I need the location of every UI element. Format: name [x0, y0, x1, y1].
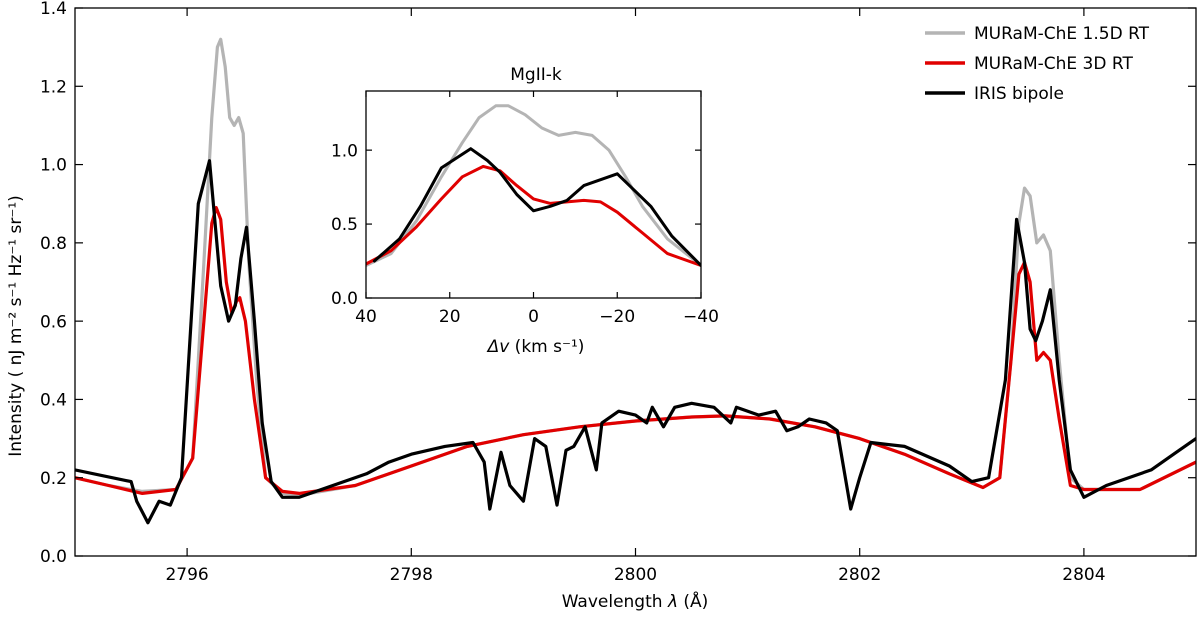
inset-x-tick-label: −20 — [599, 307, 635, 327]
inset-x-axis-label-variable: Δv — [486, 337, 511, 357]
x-axis-label-suffix: (Å) — [678, 590, 708, 612]
inset-series-line-muram-che-3d-rt — [366, 164, 701, 267]
inset-x-tick-label: 40 — [355, 307, 377, 327]
legend-label-muram-che-1-5d-rt: MURaM-ChE 1.5D RT — [974, 24, 1150, 44]
main-y-tick-label: 0.6 — [40, 312, 67, 332]
main-x-tick-label: 2802 — [838, 565, 881, 585]
main-y-tick-label: 1.4 — [40, 0, 67, 19]
legend-label-iris-bipole: IRIS bipole — [974, 84, 1064, 104]
inset-x-tick-label: 0 — [528, 307, 539, 327]
inset-series-group — [366, 104, 701, 267]
main-y-tick-label: 0.2 — [40, 469, 67, 489]
main-x-tick-label: 2804 — [1062, 565, 1105, 585]
main-x-tick-label: 2796 — [165, 565, 208, 585]
inset-y-tick-label: 0.0 — [331, 289, 358, 309]
y-axis-label: Intensity ( nJ m⁻² s⁻¹ Hz⁻¹ sr⁻¹) — [6, 195, 26, 457]
main-y-tick-label: 0.4 — [40, 391, 67, 411]
main-plot-frame: 2796 2798 2800 2802 2804 0.0 0.2 0.4 0.6 0.8 1.0 1.… — [40, 0, 1197, 585]
inset-background — [366, 91, 701, 298]
main-series-line-iris-bipole — [75, 159, 1196, 525]
inset-title: MgII-k — [510, 65, 562, 85]
main-y-tick-label: 1.0 — [40, 156, 67, 176]
main-y-tick-label: 0.0 — [40, 547, 67, 567]
inset-axes: 40 20 0 −20 −40 0.0 0.5 1.0 — [331, 90, 719, 327]
legend-label-muram-che-3d-rt: MURaM-ChE 3D RT — [974, 54, 1133, 74]
inset-x-tick-label: 20 — [439, 307, 461, 327]
x-axis-label-prefix: Wavelength — [562, 592, 668, 612]
main-y-tick-label: 0.8 — [40, 234, 67, 254]
inset-series-line-iris-bipole — [372, 147, 701, 267]
main-x-tick-label: 2800 — [614, 565, 657, 585]
main-series-line-muram-che-3d-rt — [75, 206, 1196, 495]
inset-x-tick-label: −40 — [683, 307, 719, 327]
inset-x-axis-label-units: (km s⁻¹) — [509, 337, 584, 357]
main-y-tick-label: 1.2 — [40, 77, 67, 97]
inset-y-tick-label: 1.0 — [331, 141, 358, 161]
main-series-group — [75, 37, 1196, 525]
x-axis-label: Wavelength λ (Å) — [562, 590, 709, 612]
x-axis-label-variable: λ — [667, 592, 678, 612]
inset-series-line-muram-che-1-5d-rt — [366, 104, 701, 267]
main-x-tick-label: 2798 — [390, 565, 433, 585]
inset-x-axis-label: Δv (km s⁻¹) — [486, 337, 585, 357]
legend: MURaM-ChE 1.5D RT MURaM-ChE 3D RT IRIS bip… — [925, 24, 1150, 104]
inset-background-rect — [366, 91, 701, 298]
inset-y-tick-label: 0.5 — [331, 215, 358, 235]
